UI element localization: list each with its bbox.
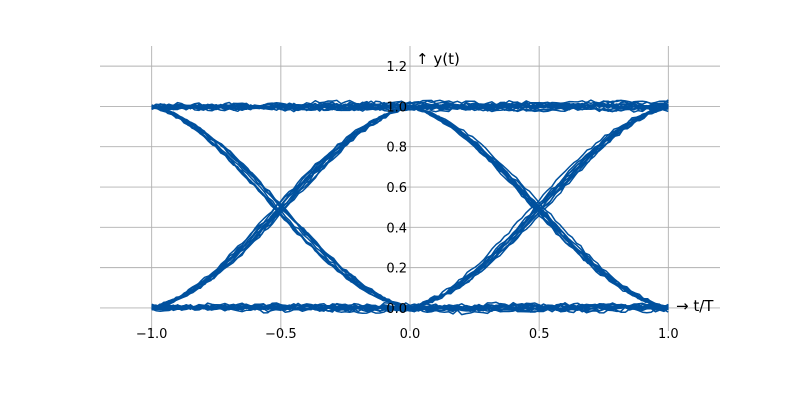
x-tick-label: −1.0 (136, 327, 168, 342)
high-level-trace (151, 102, 669, 113)
y-tick-label: 0.4 (386, 221, 407, 236)
transition-trace (151, 105, 411, 310)
y-tick-label: 0.0 (386, 302, 407, 317)
ticks: −1.0 −0.5 0.0 0.5 1.0 0.0 0.2 0.4 0.6 0.8 1.0 1.2 (136, 60, 679, 342)
high-level-trace (151, 102, 669, 112)
x-axis-label: → t/T (676, 297, 714, 315)
x-tick-label: −0.5 (265, 327, 297, 342)
y-tick-label: 0.2 (386, 262, 407, 277)
transition-trace (409, 104, 669, 309)
transition-trace (151, 105, 411, 309)
y-tick-label: 1.2 (386, 60, 407, 75)
transition-trace (409, 105, 669, 310)
y-tick-label: 1.0 (386, 100, 407, 115)
x-tick-label: 0.0 (400, 327, 421, 342)
transition-trace (151, 105, 411, 309)
x-tick-label: 1.0 (658, 327, 679, 342)
transition-trace (409, 106, 669, 309)
low-level-trace (151, 304, 669, 314)
low-level-trace (151, 301, 669, 313)
traces (151, 99, 669, 316)
y-tick-label: 0.8 (386, 141, 407, 156)
y-axis-label: ↑ y(t) (416, 50, 460, 68)
x-tick-label: 0.5 (529, 327, 550, 342)
high-level-trace (151, 101, 669, 113)
y-tick-label: 0.6 (386, 181, 407, 196)
